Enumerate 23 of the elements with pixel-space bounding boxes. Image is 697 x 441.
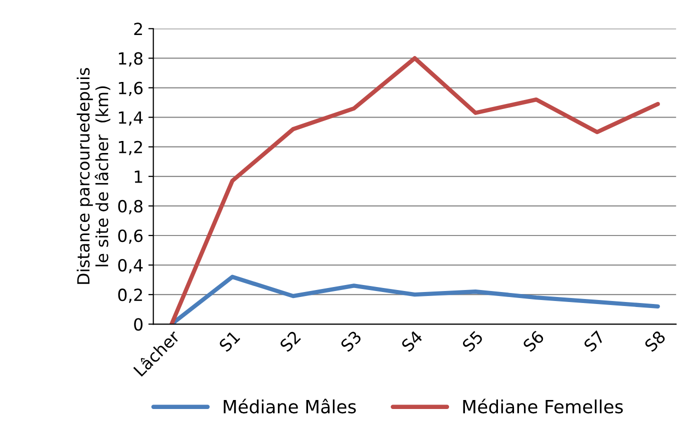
- legend-label: Médiane Femelles: [463, 398, 623, 414]
- y-tick-label: 0,2: [118, 288, 142, 303]
- y-tick-label: 1,6: [118, 82, 143, 96]
- x-tick-label: S2: [279, 330, 302, 352]
- y-tick-label: 0,8: [118, 200, 142, 214]
- x-tick-label: S7: [583, 330, 606, 352]
- x-tick-label: S6: [522, 330, 545, 352]
- x-tick-label: S1: [218, 330, 240, 352]
- line-series: [169, 56, 660, 324]
- x-tick-label: S3: [340, 330, 362, 352]
- legend-label: Médiane Mâles: [224, 398, 356, 414]
- x-tick-label: S5: [462, 330, 484, 352]
- y-tick-label: 1,4: [118, 111, 143, 126]
- x-tick-label: S8: [644, 330, 666, 352]
- y-tick-label: 1,2: [118, 140, 142, 156]
- y-tick-label: 2: [134, 22, 142, 35]
- y-tick-label: 1,8: [118, 52, 142, 66]
- y-tick-label: 0: [134, 318, 143, 331]
- y-axis-title: Distance parcouruedepuis le site de lâcher (km): [76, 68, 110, 284]
- y-tick-label: 0,4: [118, 259, 143, 274]
- y-tick-label: 0,6: [118, 229, 143, 244]
- x-tick-label: S4: [400, 330, 424, 352]
- y-tick-label: 1: [134, 170, 142, 183]
